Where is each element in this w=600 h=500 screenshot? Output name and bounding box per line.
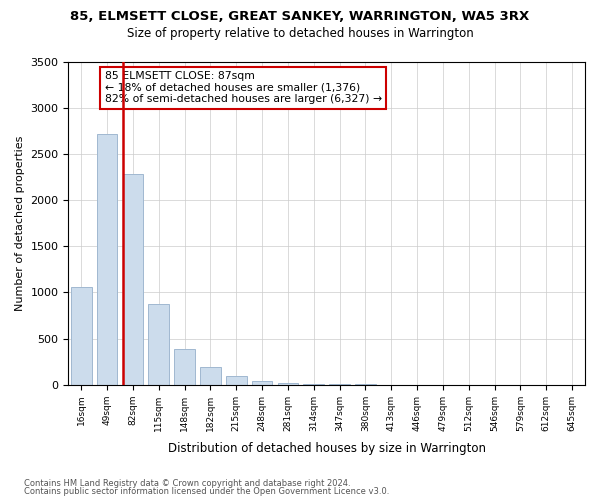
Bar (200, 367, 221, 385)
Text: Contains public sector information licensed under the Open Government Licence v3: Contains public sector information licen… (24, 487, 389, 496)
Bar (304, 384, 324, 385)
Text: 85 ELMSETT CLOSE: 87sqm
← 18% of detached houses are smaller (1,376)
82% of semi: 85 ELMSETT CLOSE: 87sqm ← 18% of detache… (104, 71, 382, 104)
Bar (329, 384, 350, 385)
Bar (175, 349, 195, 385)
Bar (226, 376, 247, 385)
Bar (252, 380, 272, 385)
X-axis label: Distribution of detached houses by size in Warrington: Distribution of detached houses by size … (168, 442, 486, 455)
Bar (122, 174, 143, 385)
Text: Size of property relative to detached houses in Warrington: Size of property relative to detached ho… (127, 28, 473, 40)
Y-axis label: Number of detached properties: Number of detached properties (15, 136, 25, 311)
Bar (71, 287, 92, 385)
Bar (278, 383, 298, 385)
Text: 85, ELMSETT CLOSE, GREAT SANKEY, WARRINGTON, WA5 3RX: 85, ELMSETT CLOSE, GREAT SANKEY, WARRING… (70, 10, 530, 23)
Bar (97, 134, 118, 385)
Text: Contains HM Land Registry data © Crown copyright and database right 2024.: Contains HM Land Registry data © Crown c… (24, 478, 350, 488)
Bar (148, 304, 169, 385)
